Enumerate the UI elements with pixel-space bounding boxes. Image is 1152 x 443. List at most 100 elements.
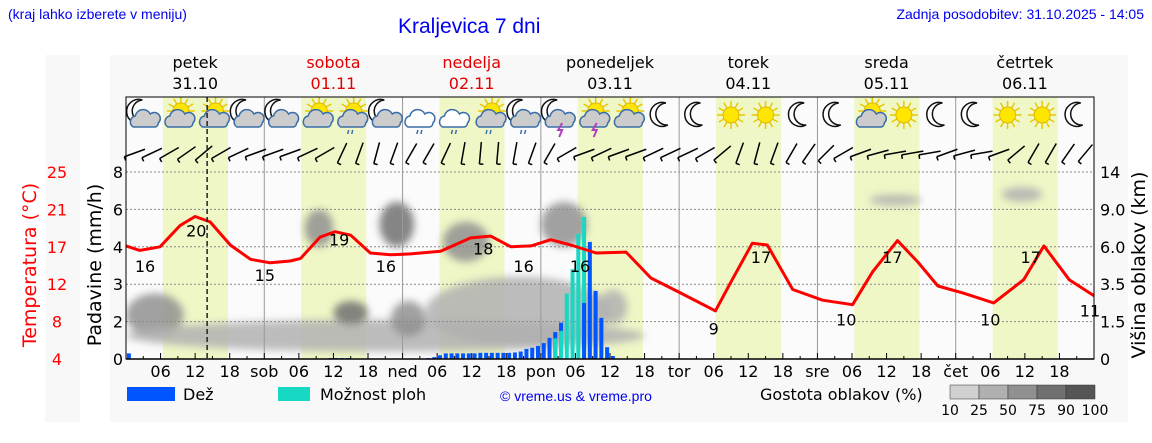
weather-icon-sun-cloud-drizzle <box>337 97 369 135</box>
wind-barb-shaft <box>279 148 301 158</box>
day-name: sobota <box>306 53 360 72</box>
drizzle-icon <box>450 129 454 135</box>
wind-barb-shaft <box>297 147 318 159</box>
sun-ray <box>325 103 332 108</box>
sun-icon <box>1033 106 1051 124</box>
wind-barb-shaft <box>527 142 537 164</box>
temperature-extreme-label: 11 <box>1080 302 1100 321</box>
cloud-height-tick-label: 3.5 <box>1100 275 1125 294</box>
wind-barb <box>159 146 180 163</box>
sun-ray <box>218 98 224 105</box>
cloud-icon <box>371 108 404 128</box>
rain-bar <box>512 352 517 359</box>
x-hour-label: 12 <box>876 362 896 381</box>
sun-ray <box>734 121 739 128</box>
sun-ray <box>1014 107 1021 112</box>
wind-barb <box>141 147 163 162</box>
credit-link[interactable]: © vreme.us & vreme.pro <box>500 388 652 404</box>
wind-barb-flag <box>987 156 991 161</box>
drizzle-icon <box>420 129 423 135</box>
wind-barb <box>176 146 196 164</box>
density-step-label: 50 <box>999 403 1017 419</box>
wind-barb <box>460 142 466 166</box>
sun-ray <box>999 121 1005 128</box>
x-hour-label: 06 <box>980 362 1000 381</box>
moon-icon <box>684 101 703 128</box>
cloud-icon <box>579 108 611 128</box>
x-hour-label: 12 <box>738 362 758 381</box>
rain-bar <box>449 353 454 359</box>
wind-barb-flag <box>1007 159 1011 164</box>
drizzle-icon <box>346 129 350 135</box>
density-step-label: 10 <box>941 403 959 419</box>
wind-barb-shaft <box>389 142 399 164</box>
x-hour-label: 06 <box>842 362 862 381</box>
location-hint: (kraj lahko izberete v meniju) <box>8 6 187 22</box>
cloud-height-tick-label: 9.0 <box>1100 200 1125 219</box>
wind-barb-flag <box>389 162 395 166</box>
temperature-extreme-label: 10 <box>836 311 856 330</box>
cloud-blob <box>379 201 415 247</box>
sun-ray <box>907 121 912 128</box>
sun-ray <box>737 118 744 123</box>
weather-icons-row <box>125 97 1084 138</box>
wind-barb <box>573 148 595 161</box>
x-hour-label: 06 <box>289 362 309 381</box>
daylight-band <box>854 97 920 359</box>
weather-icon-moon <box>684 101 703 128</box>
x-hour-label: 18 <box>358 362 378 381</box>
wind-barb-shaft <box>228 147 249 159</box>
sun-ray <box>1048 107 1055 112</box>
weather-icon-moon-cloud-thunder <box>540 98 576 138</box>
wind-barb-flag <box>659 157 663 162</box>
cloud-height-tick-label: 6.0 <box>1100 238 1125 257</box>
precipitation-tick-label: 3 <box>113 275 123 294</box>
weather-icon-moon-cloud <box>229 98 265 128</box>
wind-barb-shaft <box>124 148 146 158</box>
shower-bar <box>559 330 564 359</box>
wind-barb-flag <box>543 161 548 166</box>
rain-bar <box>587 241 592 359</box>
density-swatch <box>1007 384 1038 400</box>
wind-barb <box>1007 145 1026 164</box>
moon-icon <box>649 101 669 128</box>
wind-barb-flag <box>210 158 215 163</box>
day-name: nedelja <box>442 53 501 72</box>
cloud-blob <box>869 194 922 206</box>
cloud-icon <box>613 108 646 128</box>
cloud-icon <box>164 108 196 128</box>
wind-barb-shaft <box>850 148 872 158</box>
cloud-blob <box>425 276 610 347</box>
day-name: sreda <box>864 53 908 72</box>
x-hour-label: 18 <box>220 362 240 381</box>
temperature-extreme-label: 16 <box>570 257 590 276</box>
wind-barb-shaft <box>262 148 284 158</box>
weather-icon-moon <box>1064 101 1084 128</box>
wind-barb-shaft <box>245 148 267 158</box>
rain-bar <box>593 290 598 359</box>
weather-icon-sun-cloud-thunder <box>579 97 611 138</box>
drizzle-icon <box>454 129 458 135</box>
weather-icon-sun-cloud-drizzle <box>475 97 507 135</box>
day-date: 01.11 <box>311 74 357 93</box>
cloud-blob <box>598 289 628 325</box>
sun-ray <box>636 103 643 108</box>
day-name: četrtek <box>996 53 1054 72</box>
sun-ray <box>875 98 880 105</box>
wind-barb <box>244 148 267 161</box>
temperature-extreme-label: 16 <box>135 257 155 276</box>
rain-bar <box>530 347 535 359</box>
wind-barb-shaft <box>422 143 435 163</box>
day-date: 31.10 <box>172 74 218 93</box>
wind-barb <box>279 148 301 161</box>
sun-ray <box>341 103 348 108</box>
temperature-tick-label: 17 <box>47 238 67 257</box>
rain-bar <box>524 348 529 359</box>
wind-barb <box>642 147 664 162</box>
wind-barb-shaft <box>867 149 889 157</box>
precipitation-tick-label: 8 <box>113 163 123 182</box>
drizzle-icon <box>519 129 523 135</box>
wind-barb-flag <box>244 156 248 161</box>
wind-barb-shaft <box>373 142 381 164</box>
wind-barb-flag <box>833 158 837 163</box>
